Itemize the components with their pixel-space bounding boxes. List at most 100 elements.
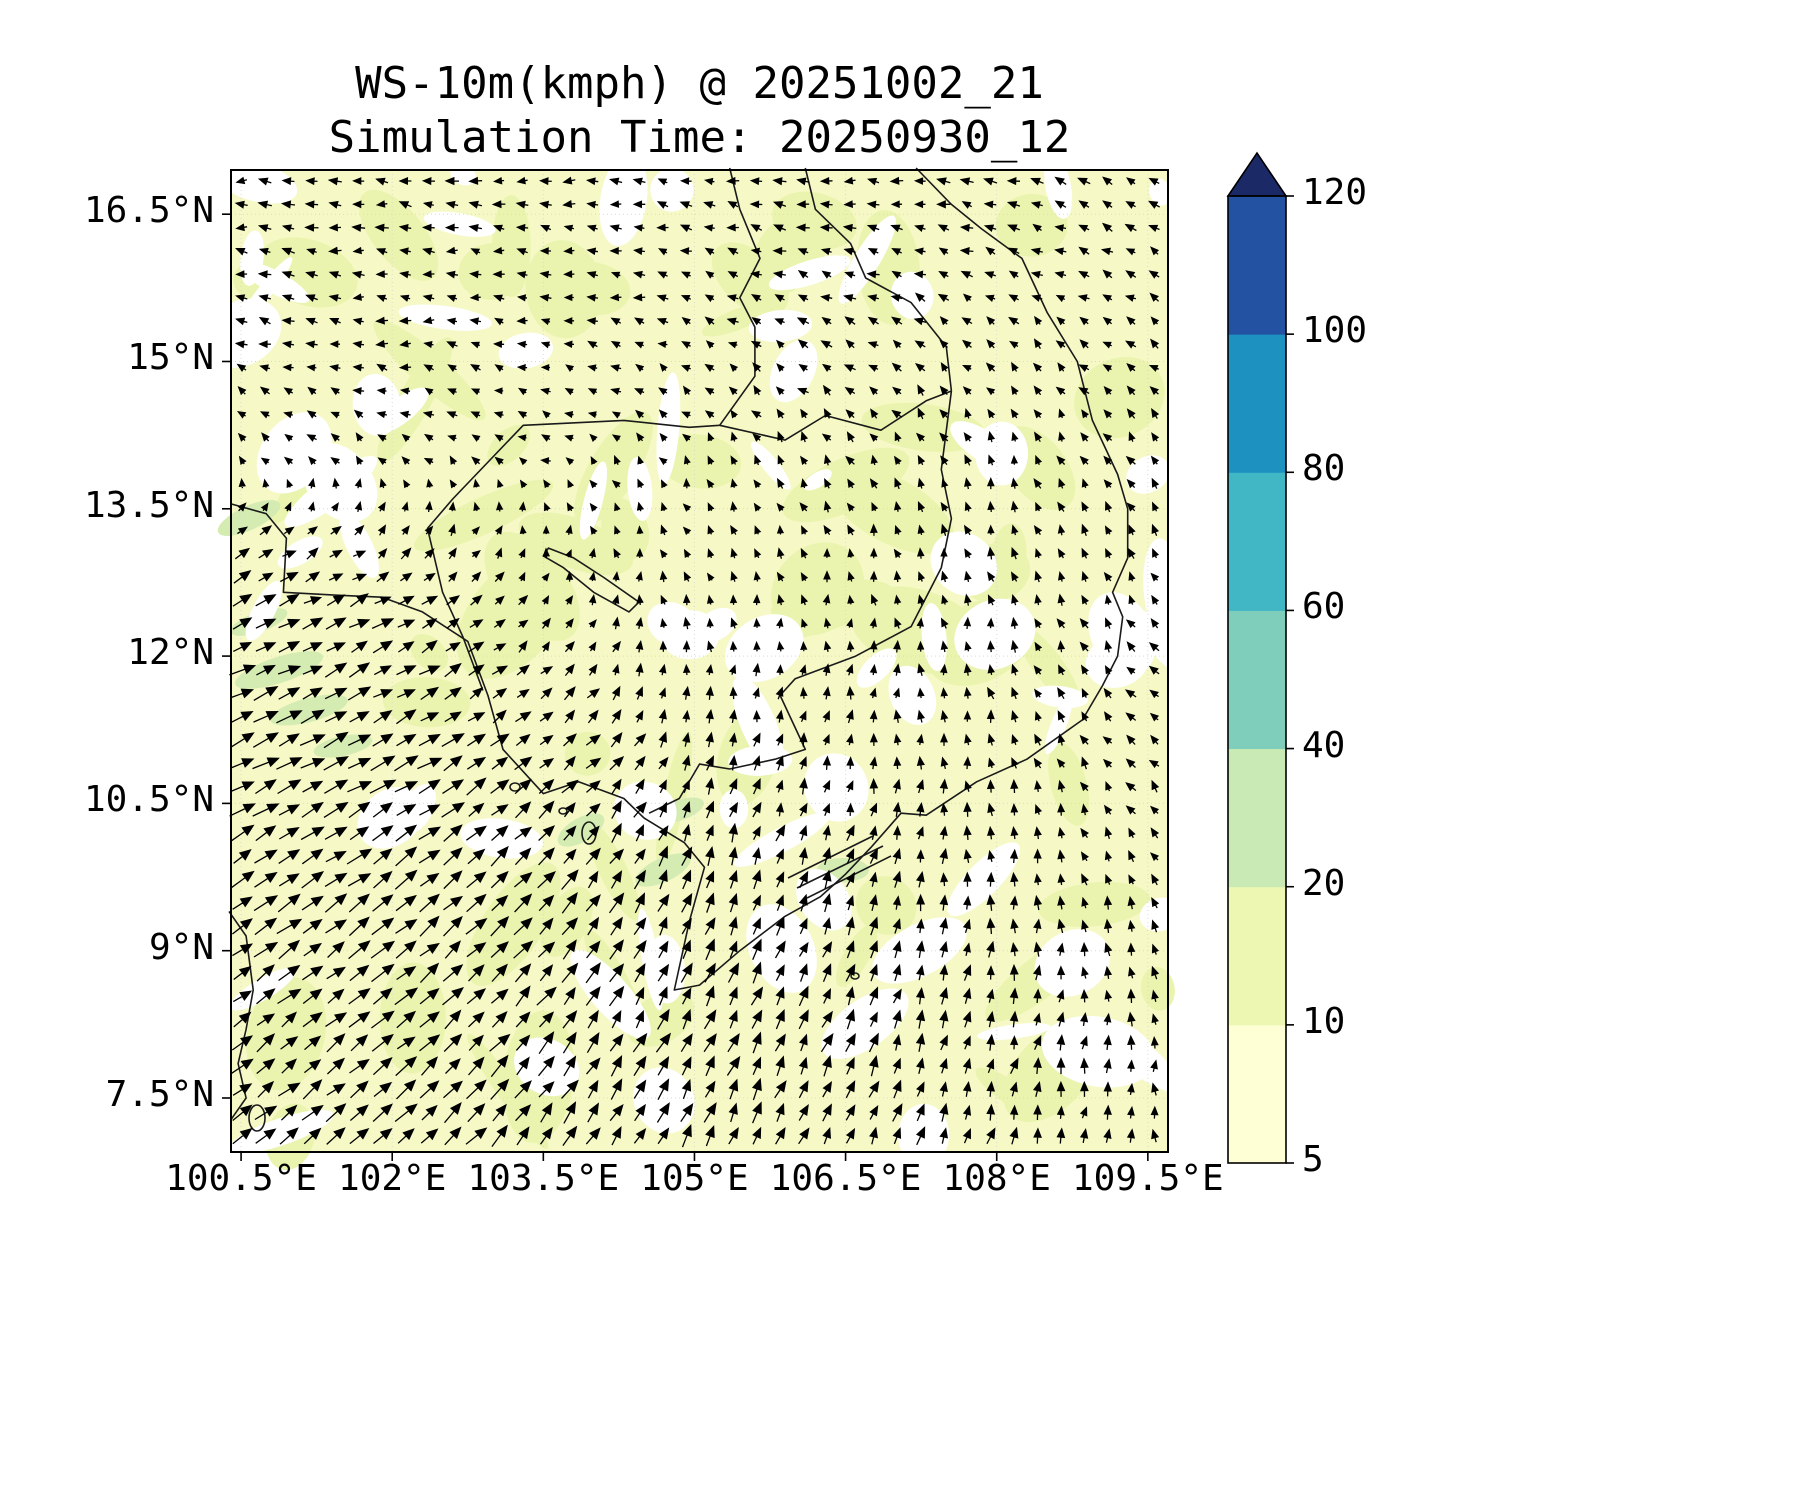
shading-patch — [492, 195, 531, 298]
shading-patch-white — [627, 457, 653, 521]
y-tick-label: 7.5°N — [105, 1073, 214, 1115]
shading-patch-white — [579, 461, 608, 540]
shading-patch-white — [498, 332, 554, 369]
shading-patch-white — [732, 675, 784, 772]
colorbar-segment — [1228, 472, 1286, 611]
shading-patch-green — [635, 853, 691, 887]
shading-patch — [410, 633, 448, 672]
shading-patch — [466, 862, 561, 986]
shading-patch — [540, 886, 594, 957]
colorbar-tick-label: 5 — [1302, 1139, 1324, 1180]
shading-patch-white — [599, 153, 648, 247]
colorbar-segment — [1228, 196, 1286, 335]
shading-patch-white — [229, 967, 296, 1011]
x-tick-label: 102°E — [338, 1158, 447, 1199]
colorbar-tick-label: 120 — [1302, 172, 1368, 213]
shading-patch-white — [284, 456, 378, 528]
shading-patch-white — [1041, 1015, 1156, 1088]
tonle-sap-lake-outline — [542, 547, 640, 613]
shading-patch-white — [856, 648, 897, 688]
shading-patch — [564, 731, 611, 776]
y-tick-label: 13.5°N — [83, 484, 214, 526]
island-outline — [509, 782, 521, 792]
shading-patch-green — [235, 651, 323, 689]
shading-patch-white — [921, 603, 947, 672]
shading-patch-white — [725, 614, 804, 683]
shading-patch-white — [1132, 610, 1202, 683]
colorbar-segment — [1228, 334, 1286, 473]
map-plot-area — [202, 153, 1202, 1171]
colorbar — [1226, 151, 1294, 1164]
colorbar-segment — [1228, 886, 1286, 1026]
colorbar-tick-label: 60 — [1302, 586, 1346, 628]
shading-patch-white — [633, 1067, 695, 1134]
colorbar-tick-label: 20 — [1302, 862, 1346, 904]
colorbar-over-arrow — [1226, 151, 1288, 197]
shading-patch — [658, 434, 742, 489]
y-tick-label: 16.5°N — [83, 190, 214, 232]
colorbar-segment — [1228, 748, 1286, 888]
x-tick-label: 103.5°E — [467, 1158, 620, 1199]
x-tick-label: 106.5°E — [769, 1158, 922, 1199]
wind-vector-arrows — [229, 176, 1161, 1148]
shading-patch — [975, 1067, 1048, 1120]
colorbar-tick-label: 10 — [1302, 1000, 1346, 1042]
y-tick-label: 15°N — [127, 337, 214, 379]
shading-patch-white — [888, 665, 937, 725]
shading-patch — [1074, 356, 1165, 439]
shading-patch-white — [950, 421, 1014, 469]
shading-patch-white — [638, 908, 663, 1011]
shading-patch-white — [423, 211, 496, 237]
shading-patch-white — [352, 373, 401, 436]
shading-patch — [771, 542, 864, 636]
shading-patch-white — [656, 372, 681, 485]
shading-patch-white — [357, 787, 424, 849]
shading-patch-white — [977, 1023, 1051, 1041]
shading-patch-white — [613, 781, 677, 840]
shading-patch-green — [557, 813, 605, 847]
plot-frame — [230, 169, 1169, 1153]
x-tick-label: 109.5°E — [1071, 1158, 1224, 1199]
shading-patch-white — [803, 753, 869, 822]
island-outline — [248, 1104, 266, 1132]
shading-patch-white — [277, 536, 323, 569]
shading-patch-green — [270, 694, 348, 726]
colorbar-segment — [1228, 1024, 1286, 1164]
shading-patch-white — [202, 298, 282, 368]
shading-patch — [1015, 624, 1081, 707]
shading-patch-white — [1044, 695, 1073, 754]
chart-subtitle-simulation-time: Simulation Time: 20250930_12 — [328, 112, 1071, 163]
shading-patch-white — [821, 988, 909, 1059]
shading-patch-white — [647, 602, 699, 648]
chart-title: WS-10m(kmph) @ 20251002_21 — [355, 58, 1044, 109]
colorbar-tick-label: 100 — [1302, 310, 1368, 352]
shading-patch-white — [1143, 538, 1183, 641]
shading-patch-white — [751, 441, 791, 490]
shading-patch — [359, 189, 439, 281]
island-outline — [850, 972, 860, 980]
y-tick-label: 12°N — [127, 632, 214, 674]
shading-patch — [414, 479, 554, 552]
colorbar-tick-label: 40 — [1302, 724, 1346, 766]
shading-patch-white — [339, 512, 379, 578]
shading-patch-white — [947, 842, 1021, 917]
shading-patch-white — [398, 304, 492, 331]
island-outline — [558, 807, 568, 815]
shading-patch — [855, 876, 917, 935]
shading-patch — [379, 962, 446, 1074]
shading-patch — [1141, 966, 1175, 1011]
coastlines-and-borders — [228, 167, 1129, 1132]
shading-patch-white — [1034, 929, 1111, 997]
shading-patch-white — [1032, 685, 1089, 708]
shading-patch-white — [890, 271, 934, 320]
shading-patch-white — [769, 339, 818, 403]
shading-patch-white — [570, 949, 651, 1039]
x-tick-label: 100.5°E — [165, 1158, 317, 1199]
shading-patch-white — [768, 255, 851, 291]
shading-patch-white — [240, 261, 310, 304]
colorbar-segment — [1228, 610, 1286, 750]
shading-patch-white — [796, 869, 852, 931]
shading-patch — [995, 193, 1068, 257]
x-tick-label: 108°E — [942, 1158, 1051, 1199]
shading-patch-white — [748, 309, 813, 343]
